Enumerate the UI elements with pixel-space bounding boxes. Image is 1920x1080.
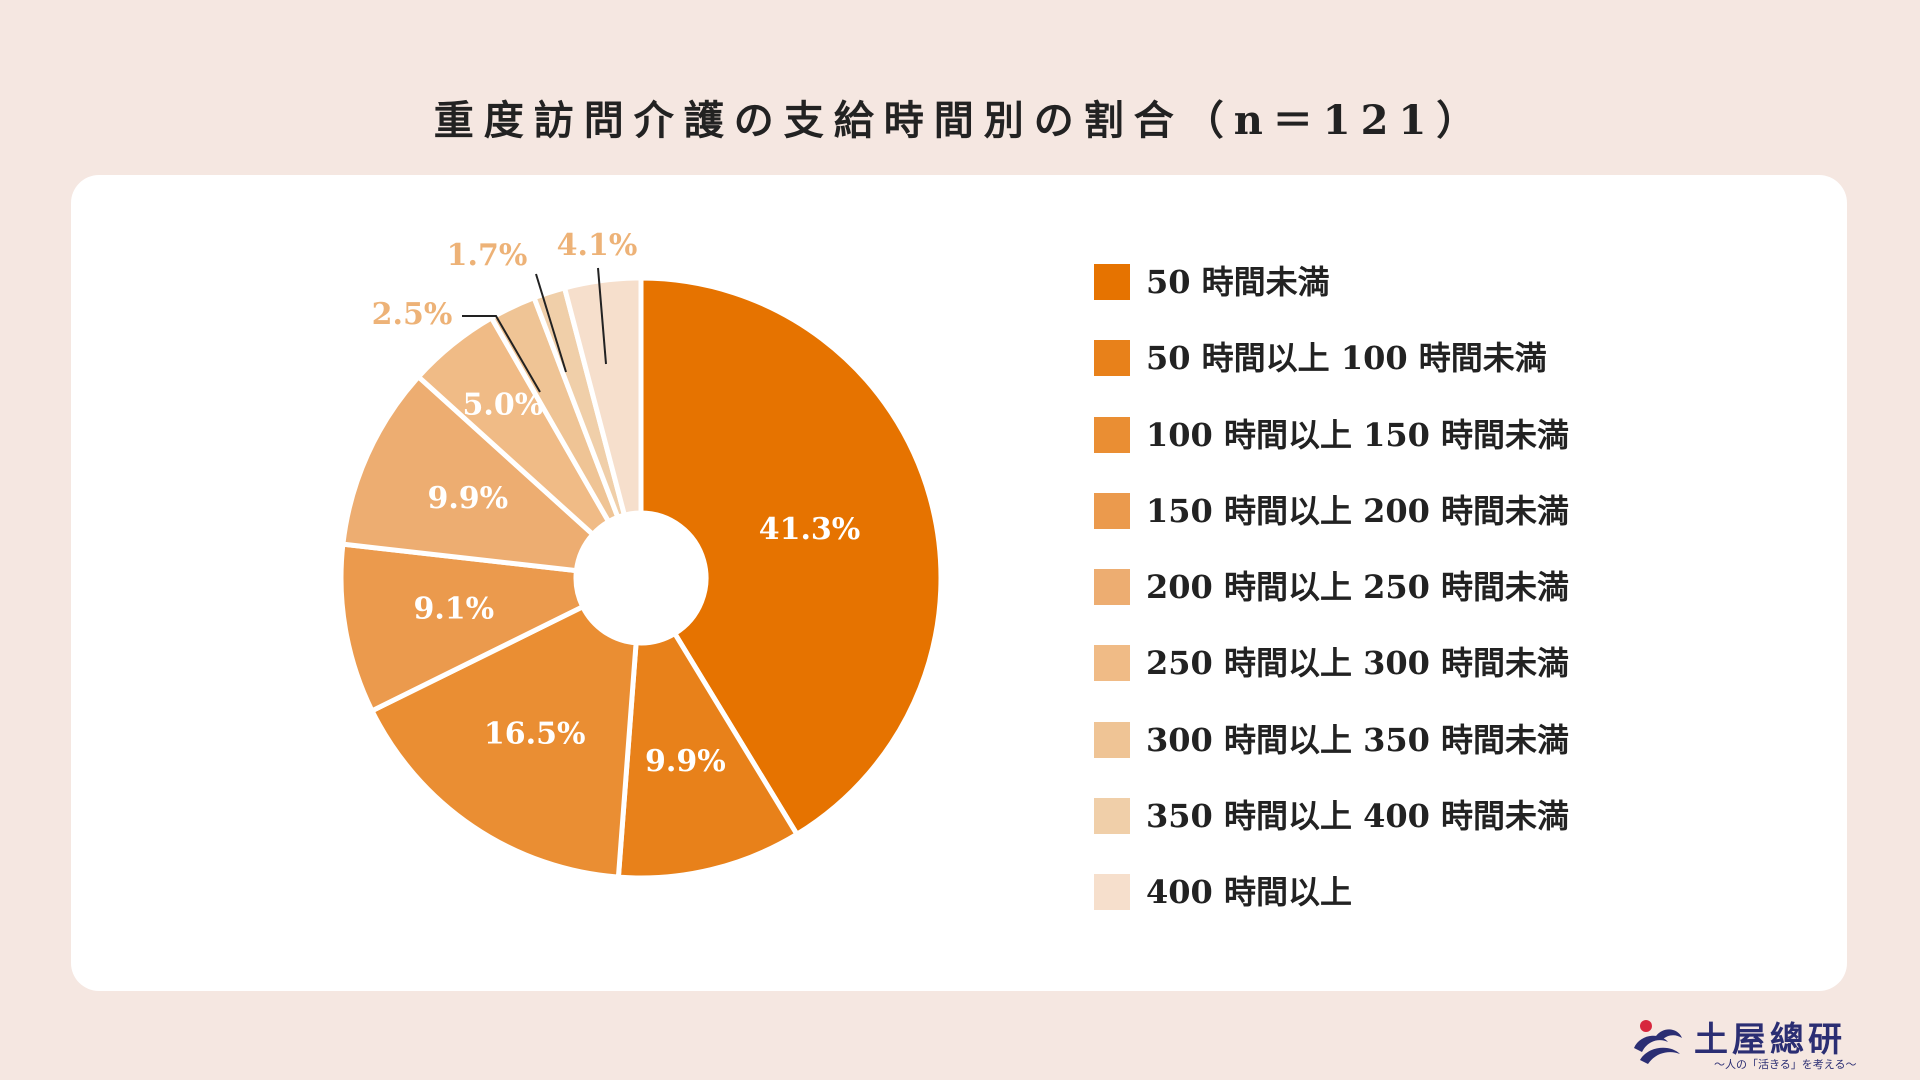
legend-swatch — [1094, 798, 1130, 835]
legend-item: 300 時間以上 350 時間未満 — [1094, 720, 1570, 798]
pie-slice — [340, 373, 597, 574]
slice-data-label: 16.5% — [484, 716, 586, 751]
legend-item: 250 時間以上 300 時間未満 — [1094, 645, 1569, 721]
slice-data-label: 9.9% — [427, 481, 508, 516]
legend-swatch — [1094, 645, 1130, 682]
legend-item: 400 時間以上 — [1094, 874, 1569, 950]
label-leader-line — [535, 273, 567, 373]
chart-title: 重度訪問介護の支給時間別の割合（n＝121） — [433, 97, 1487, 144]
pie-slice — [615, 630, 801, 881]
legend-swatch — [1094, 264, 1130, 300]
slice-data-label: 5.0% — [463, 388, 544, 423]
slice-data-label: 9.1% — [413, 592, 494, 627]
slice-data-label: 9.9% — [645, 744, 726, 779]
slice-data-label: 2.5% — [372, 297, 453, 332]
legend-swatch — [1094, 569, 1130, 606]
slice-data-label: 41.3% — [759, 512, 861, 547]
legend-item: 150 時間以上 200 時間未満 — [1094, 491, 1570, 569]
legend-item: 350 時間以上 400 時間未満 — [1094, 798, 1569, 874]
legend-item: 50 時間以上 100 時間未満 — [1094, 340, 1569, 416]
legend-swatch — [1094, 874, 1130, 911]
legend-swatch — [1094, 340, 1130, 377]
legend-label: 350 時間以上 400 時間未満 — [1146, 797, 1570, 836]
legend-swatch — [1094, 416, 1130, 453]
slice-data-label: 4.1% — [557, 228, 638, 263]
legend-label: 100 時間以上 150 時間未満 — [1146, 415, 1570, 454]
company-logo: 土屋總研 〜人の「活きる」を考える〜 — [1630, 1012, 1856, 1072]
label-leader-line — [597, 267, 607, 365]
slice-data-label: 1.7% — [447, 238, 528, 273]
legend-swatch — [1094, 721, 1130, 758]
pie-slice — [368, 603, 639, 880]
pie-slice — [561, 275, 644, 519]
logo-tagline: 〜人の「活きる」を考える〜 — [1714, 1058, 1857, 1071]
legend-item: 50 時間未満 — [1094, 264, 1569, 340]
legend-item: 200 時間以上 250 時間未満 — [1094, 569, 1569, 645]
pie-slice — [338, 541, 587, 715]
logo-name: 土屋總研 — [1694, 1020, 1846, 1060]
legend-label: 400 時間以上 — [1146, 873, 1352, 912]
legend-swatch — [1094, 492, 1130, 529]
label-leader-line — [462, 315, 541, 393]
legend-label: 150 時間以上 200 時間未満 — [1146, 491, 1570, 530]
legend-label: 250 時間以上 300 時間未満 — [1146, 644, 1570, 683]
legend: 50 時間未満 50 時間以上 100 時間未満 100 時間以上 150 時間未満… — [1094, 264, 1569, 951]
legend-label: 200 時間以上 250 時間未満 — [1146, 568, 1570, 607]
pie-slice — [638, 275, 944, 838]
legend-label: 300 時間以上 350 時間未満 — [1146, 720, 1570, 759]
legend-label: 50 時間未満 — [1146, 263, 1330, 301]
logo-mark-icon — [1634, 1020, 1682, 1064]
legend-item: 100 時間以上 150 時間未満 — [1094, 415, 1570, 493]
legend-label: 50 時間以上 100 時間未満 — [1146, 339, 1547, 378]
